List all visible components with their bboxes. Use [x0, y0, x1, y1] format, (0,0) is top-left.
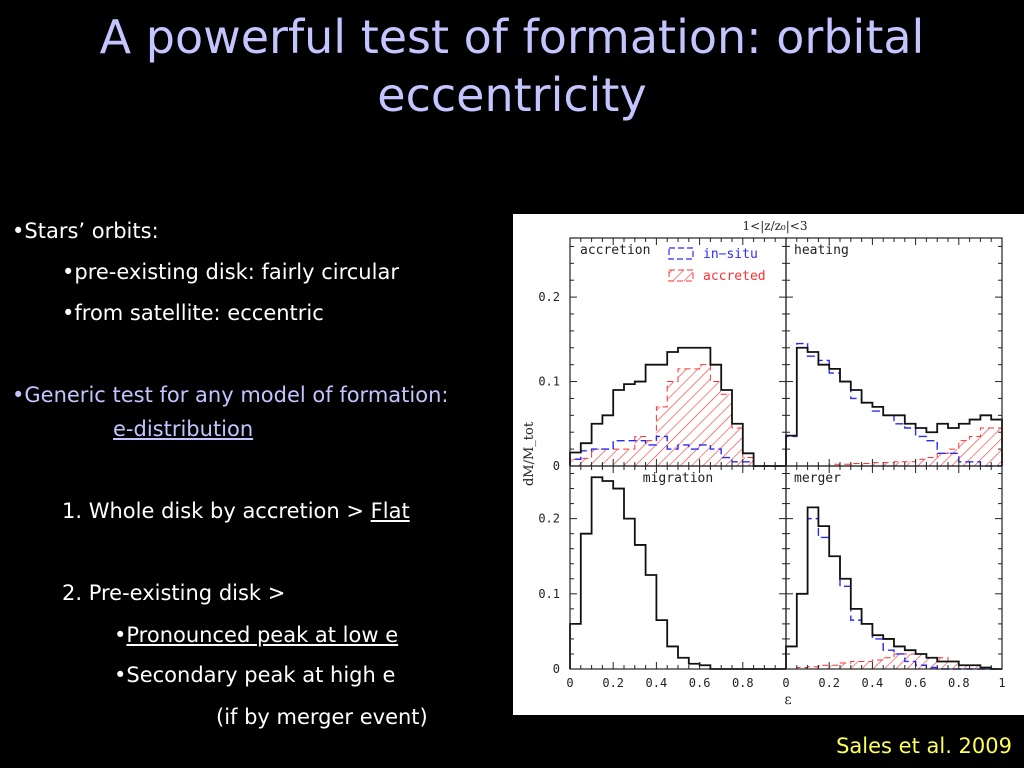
figure-title: 1<|z/z₀|<3	[743, 219, 808, 233]
x-tick-label: 0.8	[732, 676, 754, 690]
x-axis-label: ε	[784, 692, 791, 708]
y-tick-label: 0.1	[538, 587, 560, 601]
x-tick-label: 0.4	[862, 676, 884, 690]
panel-frame-migration	[569, 465, 787, 670]
x-tick-label: 0	[566, 676, 573, 690]
y-tick-label: 0.1	[538, 375, 560, 389]
x-tick-label: 0	[782, 676, 789, 690]
bullet-from-satellite: •from satellite: eccentric	[62, 301, 324, 325]
x-tick-label: 1	[998, 676, 1005, 690]
y-axis-label: dM/M_tot	[522, 421, 537, 486]
credit-citation: Sales et al. 2009	[836, 734, 1012, 758]
insitu-histogram-merger	[785, 517, 1002, 670]
panel-label-heating: heating	[794, 243, 849, 258]
bullet-pronounced-peak: •Pronounced peak at low e	[114, 622, 398, 648]
legend-insitu-swatch	[668, 247, 694, 260]
slide-title: A powerful test of formation: orbital ec…	[99, 10, 925, 122]
x-tick-label: 0.2	[818, 676, 840, 690]
panel-label-merger: merger	[794, 471, 841, 486]
x-tick-label: 0.6	[905, 676, 927, 690]
y-tick-label: 0.2	[538, 512, 560, 526]
eccentricity-figure: 1<|z/z₀|<3 accretion 0 0.1 0.2 heating migrati…	[513, 214, 1024, 715]
bullet-marker: •	[114, 623, 127, 647]
item-whole-disk-text: 1. Whole disk by accretion >	[62, 499, 371, 523]
insitu-histogram-accretion	[569, 435, 786, 467]
x-tick-label: 0.2	[602, 676, 624, 690]
x-tick-label: 0.6	[689, 676, 711, 690]
bullet-pre-existing-disk: •pre-existing disk: fairly circular	[62, 260, 399, 284]
eccentricity-histogram-chart: 1<|z/z₀|<3 accretion 0 0.1 0.2 heating migrati…	[522, 219, 1006, 708]
panel-label-migration: migration	[643, 471, 713, 486]
accreted-histogram-heating	[786, 427, 1003, 467]
legend-insitu-label: in−situ	[703, 247, 758, 262]
x-tick-label: 0.8	[948, 676, 970, 690]
flat-link[interactable]: Flat	[370, 499, 410, 523]
total-histogram-migration	[569, 476, 786, 670]
accreted-histogram-accretion	[569, 364, 786, 467]
item-whole-disk-accretion: 1. Whole disk by accretion > Flat	[62, 498, 410, 524]
bullet-secondary-peak: •Secondary peak at high e	[114, 663, 396, 687]
y-tick-label: 0.2	[538, 290, 560, 304]
pronounced-peak-link[interactable]: Pronounced peak at low e	[126, 623, 399, 647]
bullet-generic-test: •Generic test for any model of formation…	[12, 383, 449, 407]
e-distribution-link[interactable]: e-distribution	[113, 417, 254, 441]
total-histogram-accretion	[569, 346, 786, 467]
y-tick-label: 0	[553, 662, 560, 676]
panel-label-accretion: accretion	[580, 243, 650, 258]
total-histogram-heating	[785, 346, 1003, 466]
bullet-stars-orbits: •Stars’ orbits:	[12, 219, 159, 243]
y-tick-label: 0	[553, 459, 560, 473]
note-merger-event: (if by merger event)	[216, 705, 428, 729]
legend-accreted-label: accreted	[703, 269, 766, 284]
legend-accreted-swatch	[668, 269, 694, 282]
item-pre-existing-disk: 2. Pre-existing disk >	[62, 581, 286, 605]
x-tick-label: 0.4	[646, 676, 668, 690]
